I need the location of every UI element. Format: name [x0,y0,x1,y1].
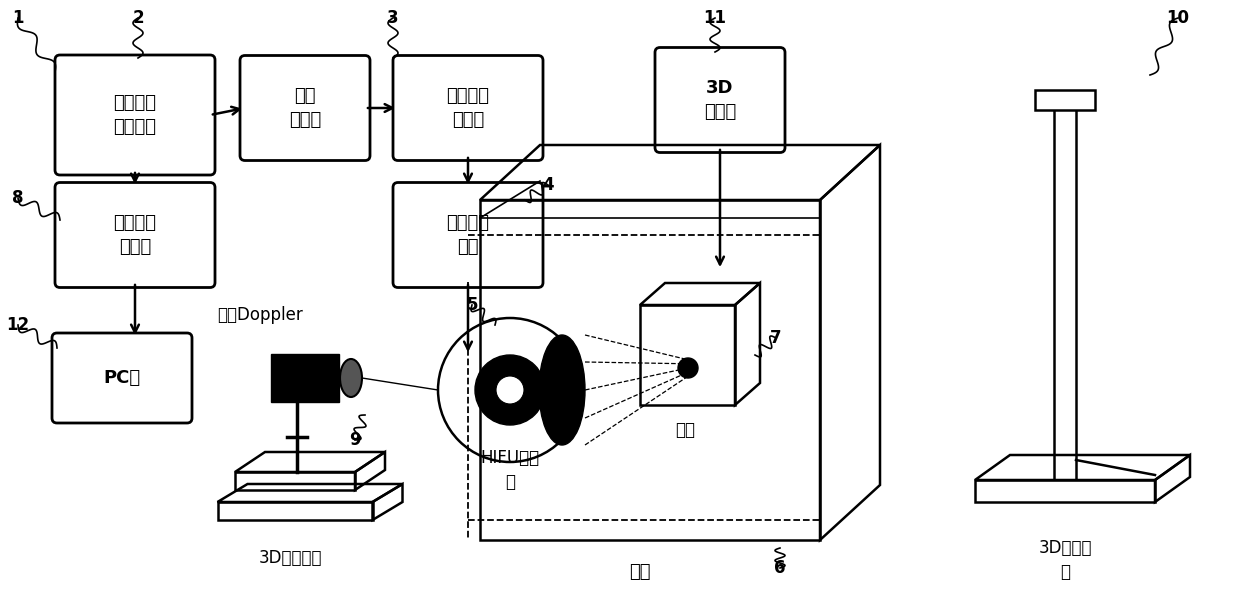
Bar [975,480,1154,502]
FancyBboxPatch shape [55,183,215,287]
Text: 射频功率
放大器: 射频功率 放大器 [446,87,490,128]
Text: 高速数据
采集卡: 高速数据 采集卡 [114,214,156,256]
Text: 8: 8 [12,189,24,207]
Text: 5: 5 [466,296,477,314]
Bar [1035,90,1095,110]
Text: 12: 12 [6,316,30,334]
Bar [272,354,339,402]
Text: 11: 11 [703,9,727,27]
Text: 7: 7 [770,329,781,347]
Text: 波形
发生器: 波形 发生器 [289,87,321,128]
Circle shape [475,355,546,425]
FancyBboxPatch shape [655,48,785,152]
FancyBboxPatch shape [55,55,215,175]
Circle shape [678,358,698,378]
Text: 2: 2 [133,9,144,27]
Text: 阻抗匹配
网络: 阻抗匹配 网络 [446,214,490,256]
Text: HIFU换能
器: HIFU换能 器 [480,449,539,491]
Text: 3D移动装
置: 3D移动装 置 [1038,539,1091,581]
Text: 仿体: 仿体 [675,421,694,439]
Bar [236,472,355,490]
Text: 激光Doppler: 激光Doppler [217,306,303,324]
Ellipse shape [539,335,585,445]
Bar [1054,100,1076,480]
Ellipse shape [340,359,362,397]
Bar [217,502,372,520]
Text: 9: 9 [350,431,361,449]
Text: 6: 6 [774,559,786,577]
FancyBboxPatch shape [52,333,192,423]
Text: 4: 4 [542,176,554,194]
Text: PC机: PC机 [103,369,140,387]
Text: 3D
控制台: 3D 控制台 [704,79,737,121]
Text: 1: 1 [12,9,24,27]
Text: 水箱: 水箱 [629,563,651,581]
FancyBboxPatch shape [241,55,370,161]
Text: 3: 3 [387,9,399,27]
FancyBboxPatch shape [393,183,543,287]
Text: 3D移动装置: 3D移动装置 [258,549,321,567]
FancyBboxPatch shape [393,55,543,161]
Text: 10: 10 [1167,9,1189,27]
Circle shape [496,376,525,404]
Text: 同步信号
控制系统: 同步信号 控制系统 [114,94,156,136]
